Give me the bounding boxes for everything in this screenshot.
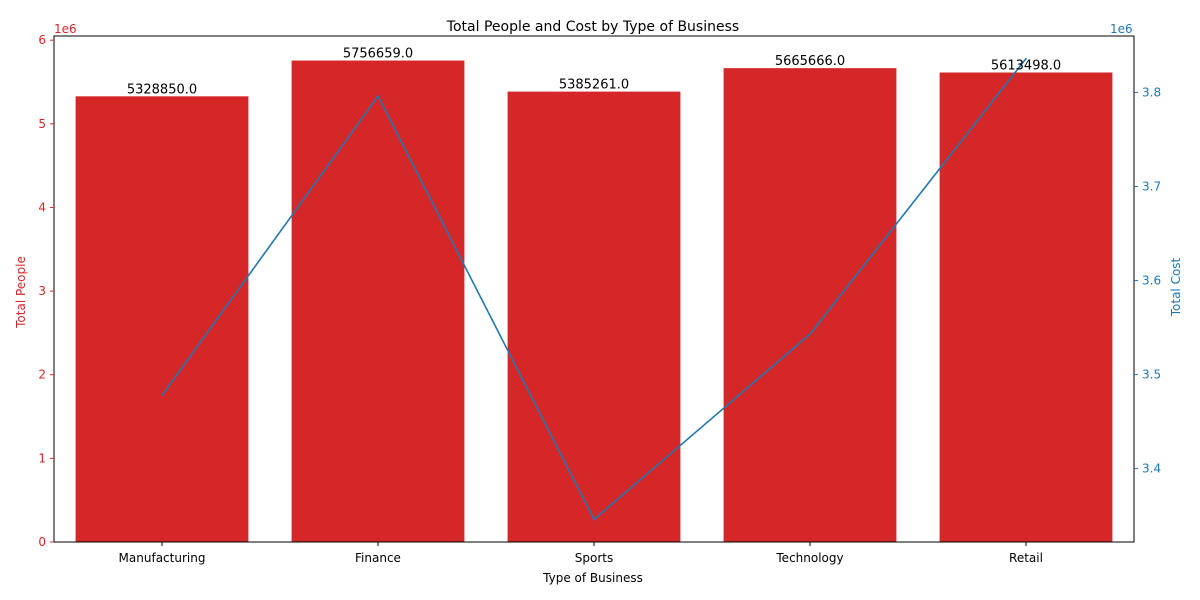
x-tick-label: Sports — [575, 551, 613, 565]
bars-layer — [75, 60, 1113, 543]
x-tick-label: Retail — [1009, 551, 1043, 565]
bar-sports — [507, 91, 681, 543]
x-tick-label: Technology — [775, 551, 843, 565]
y-scale-label: 1e6 — [54, 22, 77, 36]
y-tick-label: 4 — [38, 200, 46, 214]
cost-point-manufacturing — [161, 394, 163, 397]
bar-value-label: 5613498.0 — [991, 59, 1061, 74]
bar-value-label: 5328850.0 — [127, 82, 197, 97]
y2-tick-label: 3.7 — [1142, 179, 1161, 193]
cost-point-finance — [377, 95, 379, 97]
chart-title: Total People and Cost by Type of Busines… — [446, 19, 739, 35]
y-tick-label: 2 — [38, 368, 46, 382]
bar-value-label: 5756659.0 — [343, 47, 413, 62]
y2-tick-label: 3.8 — [1142, 85, 1161, 99]
axes-layer: Manufacturing Finance Sports Technology Reta… — [38, 33, 1161, 565]
cost-point-technology — [809, 333, 811, 335]
cost-point-retail — [1025, 57, 1027, 60]
bar-retail — [939, 72, 1113, 542]
cost-point-sports — [593, 518, 595, 521]
y2-tick-label: 3.6 — [1142, 274, 1161, 288]
y-tick-label: 5 — [38, 117, 46, 131]
y-tick-label: 3 — [38, 284, 46, 298]
y-tick-label: 0 — [38, 535, 46, 549]
y2-tick-label: 3.4 — [1142, 462, 1161, 476]
y-tick-label: 1 — [38, 451, 46, 465]
bar-finance — [291, 60, 465, 543]
x-tick-label: Finance — [355, 551, 401, 565]
x-axis-label: Type of Business — [542, 571, 643, 585]
bar-value-label: 5665666.0 — [775, 54, 845, 69]
bar-technology — [723, 68, 897, 543]
line-layer — [161, 57, 1027, 521]
y2-tick-label: 3.5 — [1142, 368, 1161, 382]
bar-labels-layer: 5328850.0 5756659.0 5385261.0 5665666.0 5613… — [127, 47, 1061, 98]
bar-manufacturing — [75, 96, 249, 542]
y2-scale-label: 1e6 — [1110, 22, 1133, 36]
y-tick-label: 6 — [38, 33, 46, 47]
y2-axis-label: Total Cost — [1169, 257, 1183, 317]
y-axis-label: Total People — [14, 256, 28, 329]
x-tick-label: Manufacturing — [119, 551, 206, 565]
bar-value-label: 5385261.0 — [559, 78, 629, 93]
